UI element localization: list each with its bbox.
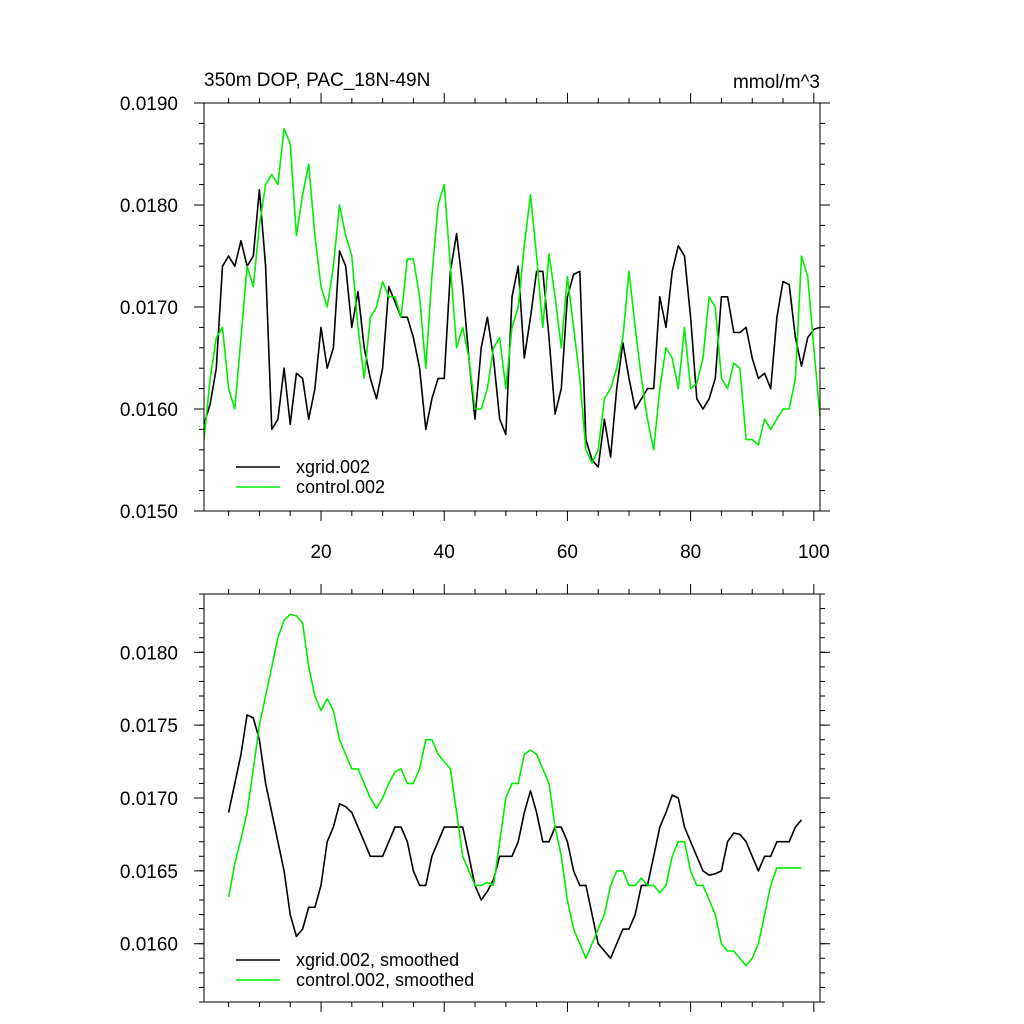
bottom-axis-ticks: 0.0160 0.0165 0.0170 0.0175 0.0180 <box>120 584 830 1012</box>
top-axis-ticks: 0.0150 0.0160 0.0170 0.0180 0.0190 20 40 60 80 10… <box>120 93 830 563</box>
y-tick-label: 0.0180 <box>120 196 178 217</box>
top-panel: 350m DOP, PAC_18N-49N mmol/m^3 0.01500.0… <box>120 70 830 563</box>
series-line-control-002 <box>203 127 821 464</box>
top-plot-frame <box>203 102 821 512</box>
y-tick-label: 0.0175 <box>120 716 178 737</box>
y-tick-label: 0.0160 <box>120 935 178 956</box>
legend-label: control.002 <box>296 477 385 497</box>
y-tick-label: 0.0165 <box>120 862 178 883</box>
y-tick-label: 0.0190 <box>120 94 178 115</box>
x-tick-label: 80 <box>680 542 701 563</box>
legend-label: xgrid.002 <box>296 457 370 477</box>
x-tick-label: 100 <box>798 542 830 563</box>
y-tick-label: 0.0160 <box>120 400 178 421</box>
legend-label: xgrid.002, smoothed <box>296 950 459 970</box>
x-tick-label: 60 <box>557 542 578 563</box>
x-tick-label: 20 <box>310 542 331 563</box>
y-tick-label: 0.0170 <box>120 298 178 319</box>
series-line-control-002-smoothed <box>227 613 802 967</box>
top-series-lines <box>203 127 821 468</box>
bottom-series-lines <box>227 613 803 967</box>
units-label: mmol/m^3 <box>733 72 820 93</box>
series-line-xgrid-002 <box>203 188 821 468</box>
y-tick-label: 0.0180 <box>120 643 178 664</box>
series-line-xgrid-002-smoothed <box>227 714 803 960</box>
y-tick-label: 0.0150 <box>120 502 178 523</box>
y-tick-label: 0.0170 <box>120 789 178 810</box>
bottom-panel: 0.0160 0.0165 0.0170 0.0175 0.0180 xgrid.002… <box>120 584 830 1012</box>
bottom-plot-frame <box>203 593 821 1003</box>
legend-label: control.002, smoothed <box>296 970 474 990</box>
x-tick-label: 40 <box>434 542 455 563</box>
chart-title: 350m DOP, PAC_18N-49N <box>204 70 430 91</box>
